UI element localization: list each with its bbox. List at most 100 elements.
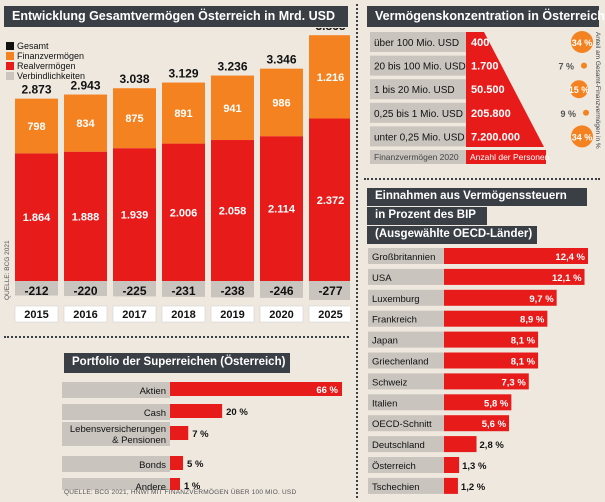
bar-debt-2017 — [113, 281, 156, 297]
concentration-persons-2: 50.500 — [471, 84, 505, 96]
bar-debt-2016 — [64, 281, 107, 297]
legend-label-2: Realvermögen — [17, 61, 76, 71]
year-box-2015 — [14, 305, 59, 323]
portfolio-title: Portfolio der Superreichen (Österreich) — [64, 353, 290, 373]
bar-finance-2015 — [15, 98, 58, 154]
concentration-chart: über 100 Mio. USD 20 bis 100 Mio. USD 1 bi… — [370, 31, 593, 164]
concentration-row-bg-3 — [370, 102, 466, 123]
year-label-2015: 2015 — [24, 309, 48, 321]
concentration-bubble-3 — [583, 109, 589, 116]
concentration-row-bg-1 — [370, 55, 466, 76]
portfolio-chart: Aktien 66 % Cash 20 % Lebensversicherungen& … — [62, 382, 342, 490]
year-label-2017: 2017 — [122, 309, 146, 321]
wealth-chart-title: Entwicklung Gesamtvermögen Österreich in… — [4, 6, 348, 27]
tax-label-bg-5 — [368, 352, 444, 369]
label-debt-2019: -238 — [220, 284, 244, 298]
wealth-chart: GesamtFinanzvermögenRealvermögenVerbindl… — [6, 28, 350, 323]
bar-real-2025 — [309, 118, 350, 281]
tax-value-4: 8,1 % — [511, 336, 536, 347]
label-total-2019: 3.236 — [217, 60, 247, 74]
bar-debt-2020 — [260, 281, 303, 298]
tax-label-bg-2 — [368, 289, 444, 306]
tax-bar-3 — [444, 310, 548, 327]
concentration-row-label-4: unter 0,25 Mio. USD — [374, 132, 465, 143]
year-label-2025: 2025 — [318, 309, 342, 321]
tax-bar-11 — [444, 477, 458, 494]
bar-real-2018 — [162, 143, 205, 281]
label-total-2017: 3.038 — [119, 72, 149, 86]
portfolio-label-2-b: & Pensionen — [112, 435, 166, 446]
portfolio-bar-1 — [170, 404, 223, 418]
label-debt-2018: -231 — [171, 284, 195, 298]
portfolio-label-3: Bonds — [139, 460, 166, 471]
wealth-source: QUELLE: BCG 2021 — [4, 240, 11, 300]
year-label-2019: 2019 — [220, 309, 244, 321]
divider-h-right — [364, 178, 600, 180]
concentration-footer-right-bg — [466, 150, 546, 164]
portfolio-label-4: Andere — [135, 482, 166, 490]
tax-label-5: Griechenland — [372, 357, 429, 368]
bar-finance-2020 — [260, 68, 303, 137]
concentration-bubble-0 — [571, 31, 593, 53]
tax-bar-8 — [444, 415, 510, 432]
year-label-2018: 2018 — [171, 309, 195, 321]
tax-bar-2 — [444, 289, 557, 306]
tax-bar-10 — [444, 457, 460, 473]
divider-v — [356, 4, 358, 498]
portfolio-value-1: 20 % — [226, 407, 248, 418]
concentration-row-label-1: 20 bis 100 Mio. USD — [374, 62, 466, 73]
concentration-side-label: Anteil am Gesamt-Finanzvermögen in % — [594, 32, 601, 149]
legend-label-0: Gesamt — [17, 41, 49, 51]
tax-label-6: Schweiz — [372, 377, 408, 388]
portfolio-value-0: 66 % — [316, 385, 338, 396]
concentration-persons-1: 1.700 — [471, 61, 499, 73]
tax-label-bg-8 — [368, 415, 444, 432]
concentration-row-label-0: über 100 Mio. USD — [374, 38, 459, 49]
tax-label-1: USA — [372, 273, 392, 284]
label-finance-2015: 798 — [27, 121, 45, 133]
tax-bar-9 — [444, 436, 477, 453]
label-real-2020: 2.114 — [268, 204, 296, 216]
bar-real-2020 — [260, 136, 303, 281]
year-label-2020: 2020 — [269, 309, 293, 321]
portfolio-bar-3 — [170, 456, 184, 470]
label-finance-2020: 986 — [272, 97, 290, 109]
label-real-2018: 2.006 — [170, 207, 198, 219]
tax-title-line3: (Ausgewählte OECD-Länder) — [367, 226, 537, 244]
bar-real-2019 — [211, 140, 254, 281]
label-total-2016: 2.943 — [70, 79, 100, 93]
label-finance-2025: 1.216 — [317, 72, 345, 84]
label-debt-2025: -277 — [318, 284, 342, 298]
bar-finance-2018 — [162, 82, 205, 144]
tax-bar-6 — [444, 373, 529, 390]
portfolio-value-3: 5 % — [187, 459, 204, 470]
tax-value-2: 9,7 % — [529, 294, 554, 305]
portfolio-label-bg-1 — [62, 404, 170, 420]
label-debt-2015: -212 — [24, 284, 48, 298]
portfolio-label-0: Aktien — [140, 386, 166, 397]
concentration-footer-left-bg — [370, 150, 466, 164]
concentration-row-bg-4 — [370, 126, 466, 147]
tax-title-line1: Einnahmen aus Vermögenssteuern — [367, 188, 587, 206]
portfolio-bar-4 — [170, 478, 180, 490]
label-real-2016: 1.888 — [72, 211, 100, 223]
tax-value-3: 8,9 % — [520, 315, 545, 326]
bar-debt-2018 — [162, 281, 205, 297]
portfolio-label-bg-3 — [62, 456, 170, 472]
concentration-share-1: 7 % — [558, 62, 574, 72]
portfolio-label-bg-4 — [62, 478, 170, 490]
tax-bar-1 — [444, 268, 585, 285]
tax-label-bg-3 — [368, 310, 444, 327]
tax-value-6: 7,3 % — [501, 377, 526, 388]
tax-label-2: Luxemburg — [372, 294, 420, 305]
label-total-2015: 2.873 — [21, 83, 51, 97]
bar-finance-2017 — [113, 88, 156, 149]
concentration-row-label-3: 0,25 bis 1 Mio. USD — [374, 109, 463, 120]
tax-value-1: 12,1 % — [552, 273, 582, 284]
label-total-2020: 3.346 — [266, 53, 296, 67]
bar-finance-2016 — [64, 94, 107, 152]
label-finance-2018: 891 — [174, 108, 192, 120]
portfolio-label-1: Cash — [144, 408, 166, 419]
label-total-2025: 3.865 — [315, 28, 345, 33]
tax-bar-0 — [444, 248, 588, 264]
